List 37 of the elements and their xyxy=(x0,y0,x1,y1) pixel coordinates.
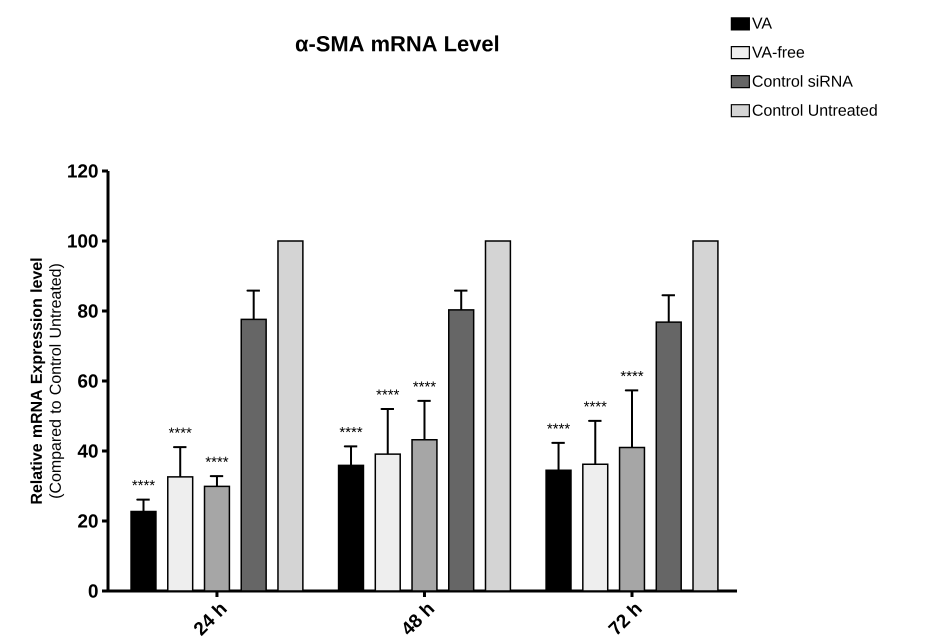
bar xyxy=(411,439,438,591)
y-tick-label: 40 xyxy=(78,444,98,458)
x-tick-label: 48 h xyxy=(404,604,435,634)
y-tick-label: 100 xyxy=(68,234,98,248)
annotation: **** xyxy=(132,480,155,486)
bar xyxy=(374,453,401,591)
bar xyxy=(582,464,608,591)
legend-label: Control Untreated xyxy=(752,104,877,116)
y-axis-title: Relative mRNA Expression level (Compared to Control Untreated) xyxy=(30,258,64,504)
bar xyxy=(618,446,646,591)
bar xyxy=(484,240,512,591)
bar xyxy=(656,321,682,591)
y-tick-label: 20 xyxy=(78,514,98,528)
annotation: **** xyxy=(413,381,436,387)
annotation: **** xyxy=(340,426,362,432)
bar xyxy=(204,486,230,591)
bar xyxy=(277,240,304,591)
y-tick-label: 60 xyxy=(78,374,98,388)
chart-title: α-SMA mRNA Level xyxy=(296,35,498,52)
annotation: **** xyxy=(547,423,570,429)
legend-label: Control siRNA xyxy=(752,75,853,87)
annotation: **** xyxy=(376,390,400,395)
bar xyxy=(240,318,267,591)
y-tick-label: 120 xyxy=(68,164,98,178)
annotation: **** xyxy=(206,456,228,462)
legend-label: VA-free xyxy=(752,46,804,58)
bar xyxy=(448,309,474,591)
annotation: **** xyxy=(584,401,607,407)
bar xyxy=(167,476,194,591)
x-tick-label: 24 h xyxy=(194,604,228,636)
y-tick-label: 80 xyxy=(78,304,98,318)
annotation: **** xyxy=(168,428,192,433)
x-tick-label: 72 h xyxy=(608,604,642,635)
annotation: **** xyxy=(620,370,644,376)
legend-label: VA xyxy=(752,18,772,29)
bar xyxy=(692,240,719,591)
y-tick-label: 0 xyxy=(88,584,98,598)
